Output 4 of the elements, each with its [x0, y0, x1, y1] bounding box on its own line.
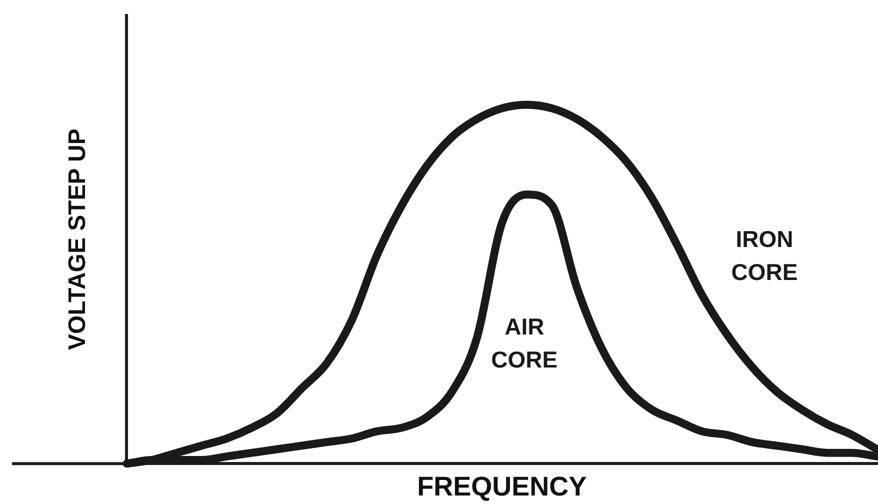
series-label: IRON CORE: [731, 226, 798, 286]
y-axis-title: VOLTAGE STEP UP: [64, 128, 92, 350]
x-axis-title: FREQUENCY: [417, 471, 587, 502]
series-label: AIR CORE: [491, 314, 558, 373]
